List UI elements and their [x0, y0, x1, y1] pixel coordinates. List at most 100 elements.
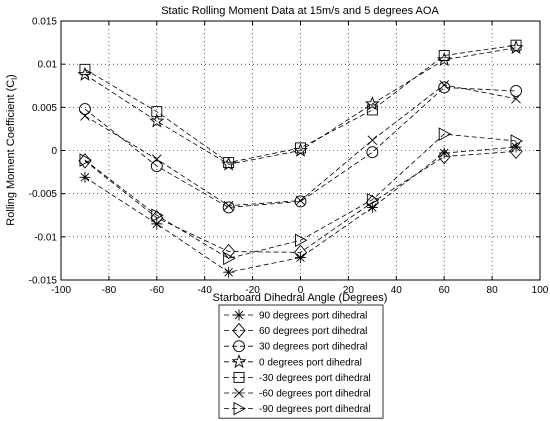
- x-tick-label: 40: [391, 285, 403, 296]
- legend-label: 30 degrees port dihedral: [259, 342, 367, 353]
- data-point-diamond: [437, 148, 451, 165]
- data-point-diamond: [365, 194, 379, 210]
- data-point-square: [366, 104, 378, 116]
- data-point-triangle-right: [510, 134, 523, 148]
- data-point-x: [151, 154, 162, 164]
- series-x: [80, 80, 521, 211]
- x-tick-label: 100: [532, 285, 549, 296]
- data-point-square: [438, 50, 450, 61]
- y-axis-label: Rolling Moment Coefficient (Cl): [5, 74, 19, 225]
- series-line: [84, 44, 517, 164]
- legend-marker-circle: [233, 340, 245, 353]
- data-point-x: [439, 80, 450, 90]
- legend-marker-square: [233, 371, 245, 383]
- data-point-x: [511, 93, 521, 104]
- x-tick-label: -20: [245, 285, 260, 296]
- chart-title: Static Rolling Moment Data at 15m/s and …: [161, 5, 439, 17]
- data-point-circle: [150, 160, 163, 172]
- data-point-diamond: [222, 243, 236, 260]
- legend-label: -90 degrees port dihedral: [259, 404, 371, 415]
- data-point-star: [364, 96, 380, 111]
- data-point-square: [223, 157, 235, 169]
- legend-label: -60 degrees port dihedral: [259, 389, 371, 400]
- data-point-triangle-right: [151, 208, 164, 223]
- series-line: [84, 133, 517, 259]
- y-axis-label-text: Rolling Moment Coefficient (C: [5, 80, 17, 226]
- legend-box: [218, 304, 384, 419]
- x-tick-label: 80: [487, 285, 499, 296]
- legend-label: -30 degrees port dihedral: [259, 373, 371, 384]
- data-point-x: [295, 195, 306, 206]
- legend-marker-star: [231, 353, 247, 369]
- series-diamond: [78, 143, 523, 261]
- data-point-asterisk: [151, 218, 163, 230]
- data-point-triangle-right: [223, 251, 236, 266]
- legend-label: 0 degrees port dihedral: [259, 357, 362, 368]
- legend-label: 60 degrees port dihedral: [259, 326, 367, 337]
- legend-marker-diamond: [232, 322, 246, 339]
- legend-marker-triangle-right: [233, 401, 246, 416]
- data-point-x: [367, 135, 378, 145]
- legend-label: 90 degrees port dihedral: [259, 311, 367, 322]
- legend-entry: 90 degrees port dihedral: [224, 309, 367, 322]
- data-point-asterisk: [79, 171, 91, 183]
- series-line: [84, 47, 517, 165]
- x-tick-label: 0: [298, 285, 304, 296]
- data-point-circle: [78, 103, 91, 116]
- data-point-asterisk: [366, 201, 378, 213]
- legend-marker-x: [234, 388, 244, 398]
- legend-entry: -60 degrees port dihedral: [224, 388, 371, 400]
- data-point-square: [151, 106, 163, 118]
- data-point-circle: [222, 201, 235, 214]
- data-point-star: [508, 39, 524, 55]
- y-tick-label: -0.015: [29, 276, 58, 287]
- y-axis-label-close: ): [5, 74, 17, 78]
- legend-marker-asterisk: [233, 309, 245, 321]
- legend-entry: 30 degrees port dihedral: [224, 340, 367, 353]
- legend-entry: -90 degrees port dihedral: [224, 401, 371, 416]
- data-point-x: [80, 111, 90, 121]
- data-point-triangle-right: [438, 127, 452, 141]
- series-asterisk: [79, 141, 522, 278]
- x-tick-label: -80: [102, 285, 117, 296]
- data-point-asterisk: [510, 141, 522, 153]
- data-point-circle: [438, 81, 451, 94]
- x-tick-label: 60: [439, 285, 451, 296]
- data-point-square: [295, 142, 306, 154]
- data-point-diamond: [150, 210, 164, 226]
- y-axis-ticks: -0.015 -0.01 -0.005 0 0.005 0.01 0.015: [29, 17, 540, 287]
- y-tick-label: -0.005: [29, 189, 58, 200]
- y-axis-label-subscript: l: [10, 78, 19, 80]
- data-point-triangle-right: [295, 233, 308, 248]
- series-square: [79, 39, 522, 169]
- x-axis-label: Starboard Dihedral Angle (Degrees): [213, 292, 388, 304]
- series-line: [84, 150, 517, 253]
- x-tick-label: 20: [343, 285, 355, 296]
- x-axis-ticks: -100 -80 -60 -40 -20 0 20 40 60 80 100: [51, 21, 549, 296]
- legend-entry: 60 degrees port dihedral: [224, 322, 367, 339]
- data-point-circle: [366, 146, 379, 159]
- data-point-asterisk: [295, 252, 306, 264]
- data-point-triangle-right: [79, 153, 92, 167]
- data-point-asterisk: [223, 266, 235, 278]
- legend: 90 degrees port dihedral 60 degrees port …: [218, 304, 384, 419]
- y-tick-label: 0.005: [32, 103, 57, 114]
- data-point-x: [223, 200, 234, 211]
- x-tick-label: -100: [51, 285, 71, 296]
- data-point-square: [510, 39, 522, 51]
- y-tick-label: -0.01: [34, 232, 57, 243]
- series-triangle-right: [79, 127, 523, 266]
- data-point-square: [79, 63, 91, 75]
- x-tick-label: -60: [150, 285, 165, 296]
- series-circle: [78, 81, 522, 214]
- data-point-star: [149, 113, 165, 128]
- x-tick-label: -40: [197, 285, 212, 296]
- y-tick-label: 0: [51, 146, 57, 157]
- series-line: [84, 87, 517, 208]
- legend-entry: -30 degrees port dihedral: [224, 371, 371, 384]
- data-point-diamond: [293, 244, 308, 261]
- data-point-circle: [510, 84, 522, 97]
- y-tick-label: 0.01: [38, 60, 58, 71]
- data-point-diamond: [509, 143, 523, 160]
- data-point-triangle-right: [366, 192, 380, 207]
